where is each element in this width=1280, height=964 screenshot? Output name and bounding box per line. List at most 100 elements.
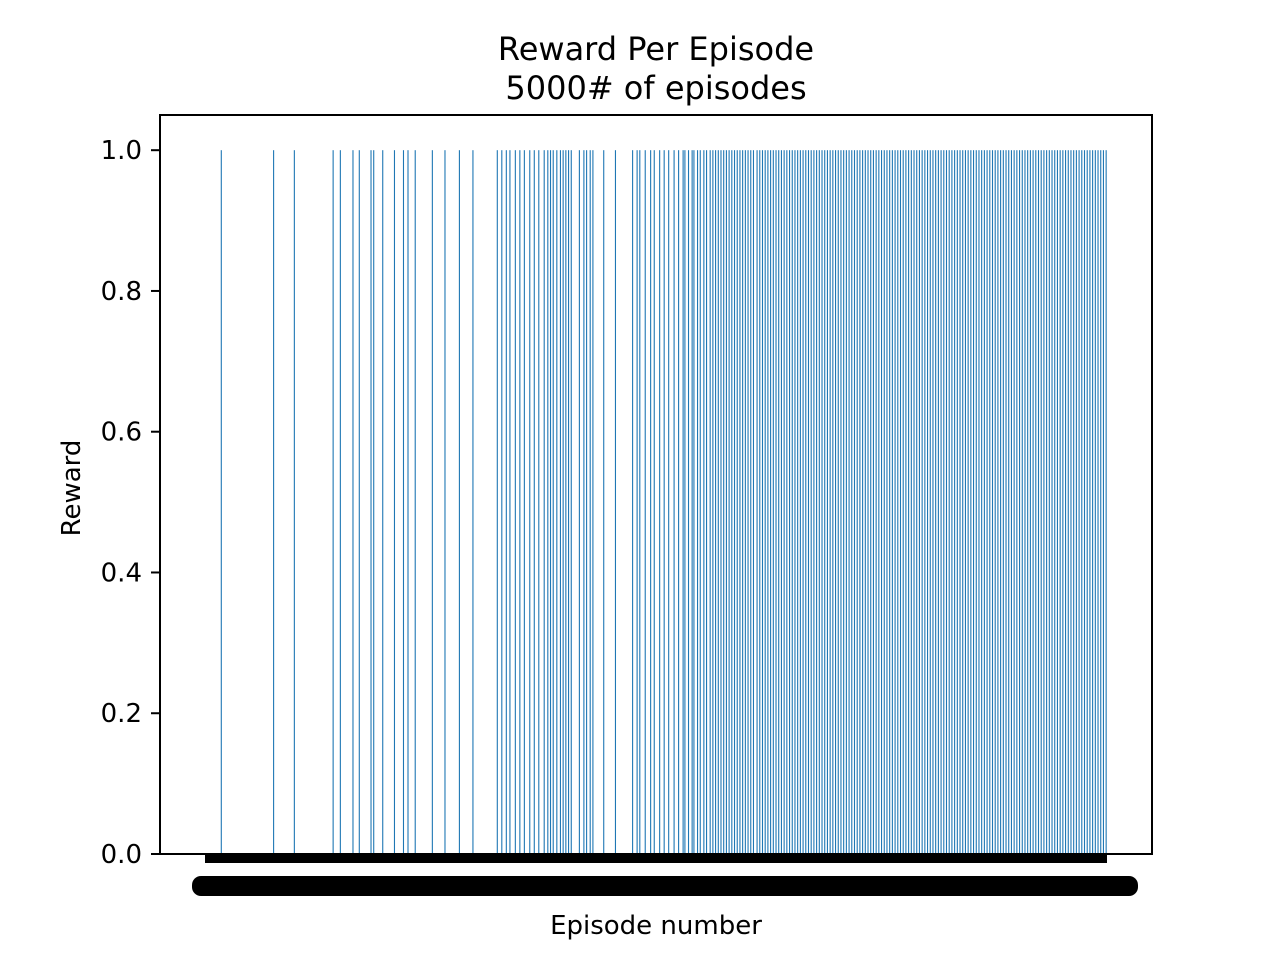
bar-27 — [538, 150, 540, 854]
bar-106 — [821, 150, 823, 854]
bar-200 — [1075, 150, 1077, 854]
bar-187 — [1040, 150, 1042, 854]
bar-189 — [1046, 150, 1048, 854]
y-tick-label-5: 1.0 — [101, 136, 142, 166]
bar-173 — [1002, 150, 1004, 854]
bar-75 — [736, 150, 738, 854]
bar-103 — [813, 150, 815, 854]
bar-168 — [989, 150, 991, 854]
bar-43 — [603, 150, 605, 854]
bar-78 — [744, 150, 746, 854]
bar-185 — [1035, 150, 1037, 854]
bar-54 — [673, 150, 675, 854]
bar-86 — [767, 150, 769, 854]
bar-23 — [519, 150, 521, 854]
bar-209 — [1100, 150, 1102, 854]
bar-151 — [943, 150, 945, 854]
bar-92 — [783, 150, 785, 854]
bar-154 — [951, 150, 953, 854]
bar-108 — [826, 150, 828, 854]
bar-95 — [791, 150, 793, 854]
bar-48 — [644, 150, 646, 854]
bar-201 — [1078, 150, 1080, 854]
bar-146 — [929, 150, 931, 854]
bar-136 — [902, 150, 904, 854]
bar-203 — [1083, 150, 1086, 854]
bar-64 — [706, 150, 708, 854]
bar-197 — [1067, 150, 1069, 854]
bar-182 — [1027, 150, 1029, 854]
bar-177 — [1013, 150, 1015, 854]
bar-5 — [352, 150, 354, 854]
bar-102 — [810, 150, 812, 854]
bar-207 — [1094, 150, 1096, 854]
bar-192 — [1054, 150, 1056, 854]
bar-144 — [924, 150, 926, 854]
bar-122 — [864, 150, 866, 854]
bar-141 — [916, 150, 918, 854]
bar-51 — [659, 150, 661, 854]
bar-129 — [883, 150, 885, 854]
bar-191 — [1051, 150, 1053, 854]
bar-140 — [913, 150, 915, 854]
bar-81 — [752, 150, 755, 854]
bar-190 — [1048, 150, 1050, 854]
bar-126 — [875, 150, 877, 854]
bar-69 — [720, 150, 722, 854]
bar-198 — [1070, 150, 1072, 854]
bar-16 — [458, 150, 460, 854]
bar-183 — [1029, 150, 1031, 854]
bar-74 — [733, 150, 736, 854]
bar-101 — [807, 150, 810, 854]
bar-62 — [699, 150, 701, 854]
bar-133 — [894, 150, 896, 854]
bar-155 — [954, 150, 956, 854]
bar-123 — [867, 150, 869, 854]
bar-12 — [407, 150, 409, 854]
bar-111 — [835, 150, 837, 854]
bar-157 — [959, 150, 961, 854]
bar-17 — [472, 150, 474, 854]
bar-65 — [709, 150, 711, 854]
bar-76 — [739, 150, 741, 854]
bar-159 — [964, 150, 966, 854]
bar-149 — [937, 150, 939, 854]
bar-21 — [509, 150, 511, 854]
bar-1 — [273, 150, 275, 854]
bar-132 — [891, 150, 893, 854]
bar-88 — [772, 150, 774, 854]
chart-subtitle: 5000# of episodes — [505, 69, 806, 107]
y-axis-label: Reward — [57, 440, 87, 537]
bar-196 — [1065, 150, 1067, 854]
bar-128 — [881, 150, 883, 854]
bar-59 — [691, 150, 693, 854]
bar-138 — [908, 150, 910, 854]
bar-18 — [496, 150, 498, 854]
bar-188 — [1043, 150, 1045, 854]
bar-179 — [1019, 150, 1021, 854]
bar-110 — [832, 150, 834, 854]
bar-208 — [1097, 150, 1099, 854]
bar-147 — [932, 150, 934, 854]
bar-45 — [632, 150, 634, 854]
bar-series — [220, 150, 1107, 854]
bar-127 — [878, 150, 880, 854]
bar-124 — [870, 150, 872, 854]
bar-116 — [848, 150, 850, 854]
bar-10 — [393, 150, 396, 854]
bar-38 — [578, 150, 580, 854]
bar-60 — [693, 150, 695, 854]
bar-11 — [402, 150, 405, 854]
bar-115 — [845, 150, 847, 854]
bar-66 — [712, 150, 714, 854]
bar-170 — [994, 150, 996, 854]
bar-160 — [967, 150, 969, 854]
bar-105 — [818, 150, 820, 854]
bar-199 — [1073, 150, 1075, 854]
bar-79 — [747, 150, 749, 854]
bar-93 — [786, 150, 788, 854]
bar-118 — [853, 150, 856, 854]
bar-25 — [529, 150, 531, 854]
bar-134 — [897, 150, 899, 854]
bar-13 — [414, 150, 416, 854]
